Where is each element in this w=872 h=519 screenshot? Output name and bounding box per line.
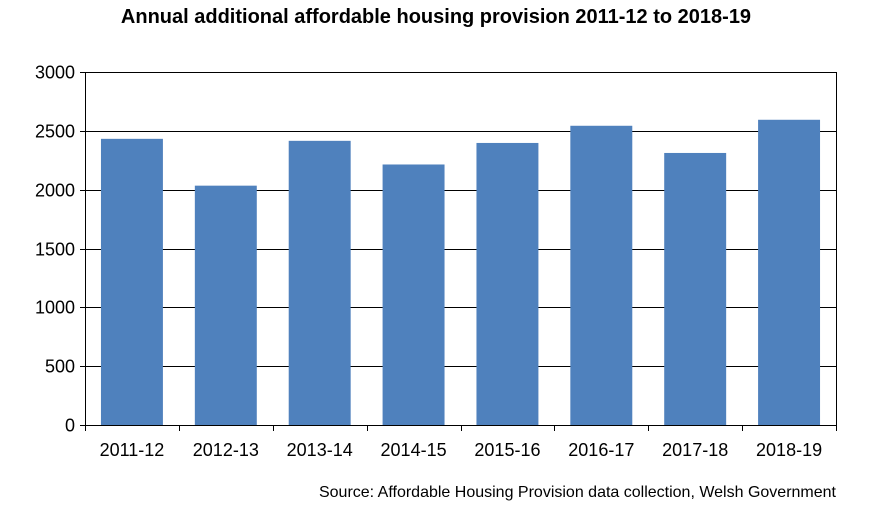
y-tick-label: 500 [45, 357, 75, 377]
bar [758, 119, 821, 425]
y-tick-label: 3000 [35, 63, 75, 83]
bar [100, 138, 163, 426]
source-note: Source: Affordable Housing Provision dat… [318, 484, 836, 501]
bar [664, 152, 727, 426]
x-tick-label: 2013-14 [287, 440, 353, 460]
bar [476, 142, 539, 425]
bar [382, 164, 445, 425]
y-tick-label: 1000 [35, 298, 75, 318]
bar [288, 140, 351, 425]
x-tick-label: 2016-17 [568, 440, 634, 460]
y-tick-label: 1500 [35, 240, 75, 260]
chart-title: Annual additional affordable housing pro… [120, 6, 752, 28]
x-tick-label: 2014-15 [381, 440, 447, 460]
x-tick-label: 2011-12 [100, 440, 165, 460]
x-tick-label: 2015-16 [474, 440, 540, 460]
bar [570, 125, 633, 425]
bar [194, 185, 257, 425]
x-tick-label: 2018-19 [756, 440, 822, 460]
x-tick-label: 2012-13 [193, 440, 259, 460]
y-tick-label: 2500 [35, 122, 75, 142]
y-tick-label: 0 [65, 416, 75, 436]
x-tick-label: 2017-18 [662, 440, 728, 460]
y-tick-label: 2000 [35, 181, 75, 201]
